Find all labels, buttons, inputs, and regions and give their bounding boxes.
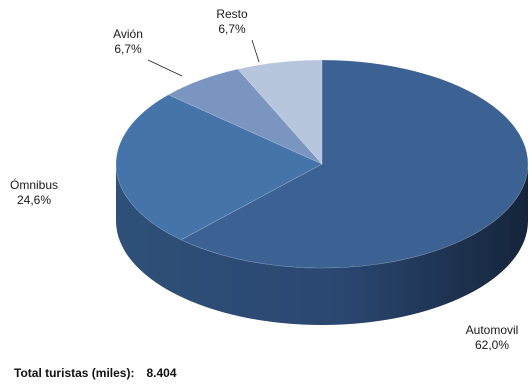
pie-slice-resto bbox=[237, 59, 323, 165]
total-value: 8.404 bbox=[146, 366, 177, 380]
total-turistas: Total turistas (miles): 8.404 bbox=[14, 366, 177, 380]
slice-label: Resto bbox=[216, 7, 248, 21]
leader-line bbox=[147, 59, 183, 77]
slice-value-label: 62,0% bbox=[475, 338, 509, 352]
slice-label: Automovil bbox=[466, 323, 519, 337]
pie-slice-avion bbox=[167, 68, 323, 165]
slice-value-label: 24,6% bbox=[17, 193, 51, 207]
pie-slice-automovil bbox=[180, 59, 529, 269]
slice-value-label: 6,7% bbox=[114, 42, 142, 56]
pie-slice-omnibus bbox=[115, 94, 323, 241]
slice-value-label: 6,7% bbox=[218, 22, 246, 36]
slice-label: Ómnibus bbox=[10, 177, 58, 192]
pie-side-wall bbox=[116, 164, 528, 325]
leader-line bbox=[251, 39, 260, 63]
total-label: Total turistas (miles): bbox=[14, 366, 135, 380]
pie-chart: Automovil62,0%Ómnibus24,6%Avión6,7%Resto… bbox=[10, 7, 529, 352]
slice-label: Avión bbox=[113, 27, 143, 41]
